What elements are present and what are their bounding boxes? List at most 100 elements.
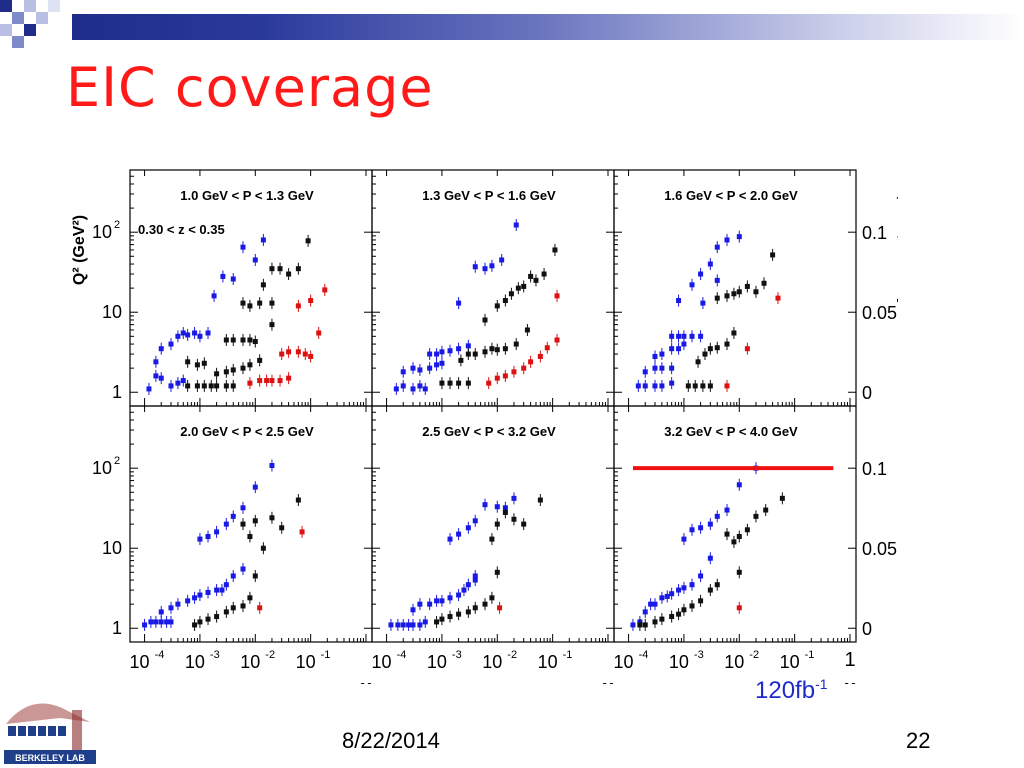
data-point-blue [652,383,658,389]
data-point-blue [642,369,648,375]
data-point-blue [417,601,423,607]
data-point-black [295,266,301,272]
data-point-blue [252,484,258,490]
right-axis-title: Asymmetry π⁺ [895,194,898,306]
x-tick-exp: -3 [694,649,704,661]
data-point-blue [168,341,174,347]
data-point-red [247,380,253,386]
data-point-black [465,351,471,357]
data-point-blue [511,495,517,501]
data-point-red [736,605,742,611]
data-point-red [544,345,550,351]
data-point-blue [676,587,682,593]
data-point-blue [447,536,453,542]
data-point-blue [648,601,654,607]
data-point-red [322,287,328,293]
data-point-blue [736,234,742,240]
x-tick-label: 10 [185,652,205,672]
data-point-black [194,383,200,389]
data-point-blue [175,333,181,339]
data-point-red [302,351,308,357]
asym-tick-label: 0.1 [862,223,887,243]
data-point-black [223,337,229,343]
data-point-black [240,300,246,306]
data-point-black [208,383,214,389]
data-point-red [257,378,263,384]
data-point-black [447,380,453,386]
data-point-black [305,238,311,244]
x-axis-label: x [844,677,855,684]
x-tick-label: 10 [130,652,150,672]
data-point-blue [482,502,488,508]
data-point-red [308,298,314,304]
data-point-red [299,529,305,535]
x-tick-exp: -2 [749,649,759,661]
data-point-blue [219,587,225,593]
data-point-black [714,582,720,588]
data-point-black [240,365,246,371]
x-tick-label: 10 [724,652,744,672]
data-point-blue [158,609,164,615]
data-point-blue [669,380,675,386]
luminosity-base: 120fb [755,677,816,704]
data-point-black [185,383,191,389]
panel-label: 1.3 GeV < P < 1.6 GeV [422,188,556,203]
data-point-black [447,614,453,620]
x-tick-exp: -3 [452,649,462,661]
data-point-black [770,252,776,258]
data-point-black [541,271,547,277]
asym-tick-label: 0.1 [862,459,887,479]
x-tick-exp: -2 [507,649,517,661]
data-point-blue [214,587,220,593]
data-point-blue [456,592,462,598]
asym-tick-label: 0.05 [862,303,897,323]
data-point-blue [652,601,658,607]
data-point-black [753,289,759,295]
data-point-black [761,280,767,286]
data-point-black [214,383,220,389]
data-point-black [537,497,543,503]
data-point-black [502,298,508,304]
data-point-blue [422,619,428,625]
x-tick-exp: -2 [265,649,275,661]
data-point-blue [472,264,478,270]
data-point-black [524,327,530,333]
data-point-black [252,339,258,345]
data-point-blue [175,380,181,386]
data-point-black [724,293,730,299]
data-point-red [269,378,275,384]
data-point-black [692,383,698,389]
data-point-black [257,357,263,363]
data-point-black [714,295,720,301]
data-point-black [731,330,737,336]
data-point-black [279,525,285,531]
data-point-red [521,365,527,371]
data-point-blue [192,330,198,336]
data-point-blue [439,598,445,604]
data-point-black [185,359,191,365]
data-point-blue [168,383,174,389]
data-point-blue [472,573,478,579]
data-point-black [698,598,704,604]
data-point-black [192,622,198,628]
data-point-blue [197,592,203,598]
data-point-blue [230,513,236,519]
data-point-blue [417,367,423,373]
data-point-blue [211,293,217,299]
data-point-blue [197,536,203,542]
data-point-black [502,346,508,352]
data-point-blue [185,598,191,604]
data-point-black [637,622,643,628]
x-tick-label: 10 [296,652,316,672]
data-point-blue [158,346,164,352]
data-point-blue [153,619,159,625]
data-point-blue [707,555,713,561]
panel-sublabel: 0.30 < z < 0.35 [138,222,225,237]
data-point-black [681,607,687,613]
data-point-blue [499,257,505,263]
y-tick-label: 10 [102,538,122,558]
data-point-black [753,513,759,519]
data-point-blue [205,534,211,540]
data-point-blue [447,595,453,601]
data-point-blue [220,273,226,279]
